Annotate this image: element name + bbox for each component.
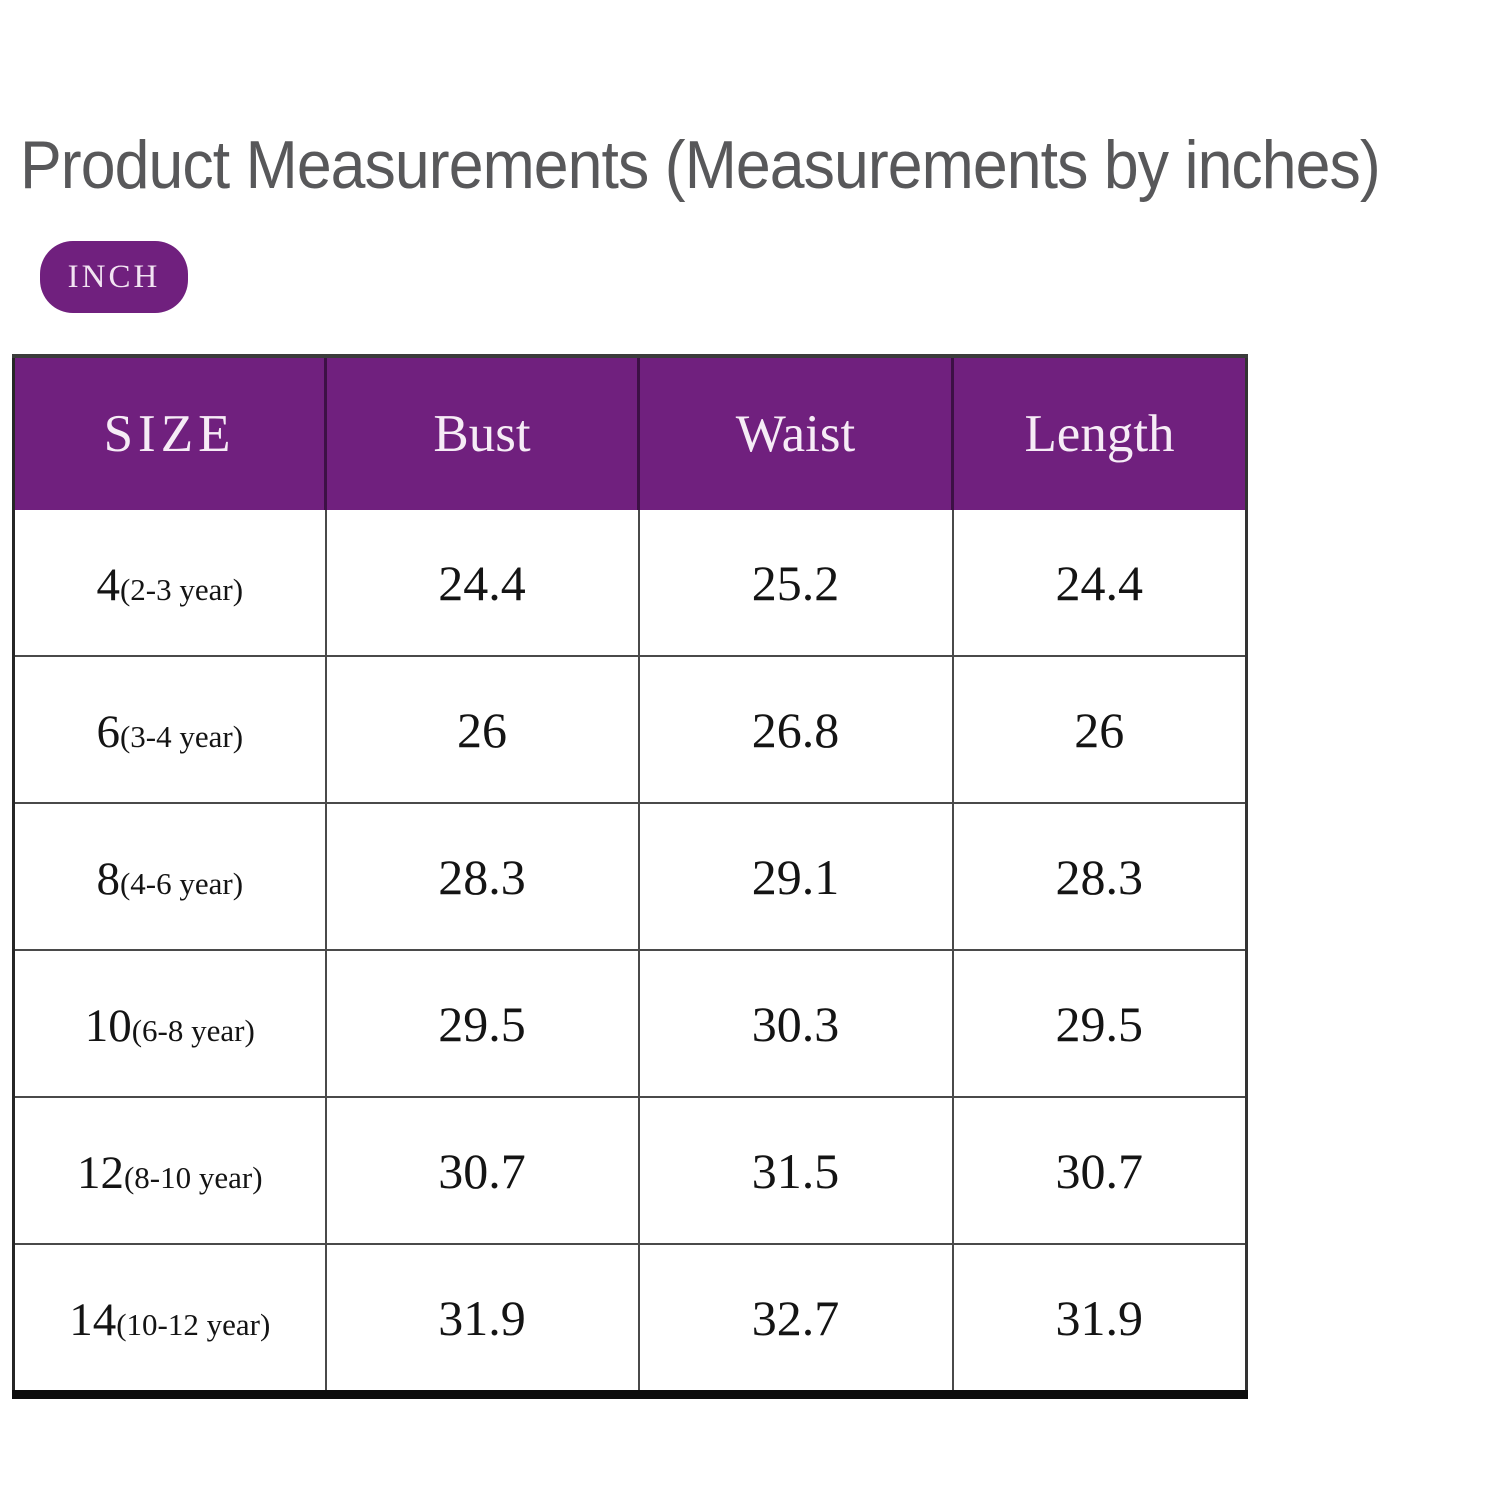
size-cell: 6(3-4 year) <box>13 655 326 803</box>
table-row: 14(10-12 year) 31.9 32.7 31.9 <box>13 1243 1247 1395</box>
bust-value: 29.5 <box>324 949 639 1097</box>
waist-value: 31.5 <box>637 1096 953 1244</box>
page-title: Product Measurements (Measurements by in… <box>20 127 1381 203</box>
waist-value: 25.2 <box>637 510 953 656</box>
waist-value: 26.8 <box>637 655 953 803</box>
length-value: 26 <box>951 655 1247 803</box>
size-cell: 12(8-10 year) <box>13 1096 326 1244</box>
size-age-range: (4-6 year) <box>119 865 244 901</box>
size-age-range: (3-4 year) <box>119 718 244 754</box>
waist-value: 32.7 <box>637 1243 953 1395</box>
size-age-range: (8-10 year) <box>123 1159 263 1195</box>
length-value: 28.3 <box>951 802 1247 950</box>
bust-value: 31.9 <box>324 1243 639 1395</box>
bust-value: 24.4 <box>324 510 639 656</box>
size-cell: 8(4-6 year) <box>13 802 326 950</box>
size-number: 14 <box>69 1293 117 1346</box>
col-header-bust: Bust <box>324 356 639 510</box>
length-value: 24.4 <box>951 510 1247 656</box>
table-row: 8(4-6 year) 28.3 29.1 28.3 <box>13 802 1247 950</box>
col-header-waist: Waist <box>637 356 953 510</box>
table-row: 4(2-3 year) 24.4 25.2 24.4 <box>13 510 1247 656</box>
col-header-length: Length <box>951 356 1247 510</box>
size-number: 12 <box>76 1146 124 1199</box>
table-row: 10(6-8 year) 29.5 30.3 29.5 <box>13 949 1247 1097</box>
bust-value: 28.3 <box>324 802 639 950</box>
inch-badge-label: INCH <box>67 258 161 295</box>
table-row: 12(8-10 year) 30.7 31.5 30.7 <box>13 1096 1247 1244</box>
measurements-table: SIZE Bust Waist Length 4(2-3 year) 24.4 … <box>12 354 1248 1399</box>
size-cell: 4(2-3 year) <box>13 510 326 656</box>
size-age-range: (2-3 year) <box>119 571 244 607</box>
col-header-size: SIZE <box>13 356 326 510</box>
table-row: 6(3-4 year) 26 26.8 26 <box>13 655 1247 803</box>
size-age-range: (6-8 year) <box>131 1012 255 1048</box>
size-number: 6 <box>96 705 120 758</box>
bust-value: 26 <box>324 655 639 803</box>
size-number: 8 <box>96 852 120 905</box>
inch-unit-badge: INCH <box>40 241 188 313</box>
length-value: 31.9 <box>951 1243 1247 1395</box>
size-cell: 10(6-8 year) <box>13 949 326 1097</box>
waist-value: 29.1 <box>637 802 953 950</box>
size-number: 4 <box>96 558 120 611</box>
length-value: 29.5 <box>951 949 1247 1097</box>
length-value: 30.7 <box>951 1096 1247 1244</box>
waist-value: 30.3 <box>637 949 953 1097</box>
size-number: 10 <box>84 999 132 1052</box>
bust-value: 30.7 <box>324 1096 639 1244</box>
header-row: SIZE Bust Waist Length <box>13 356 1247 510</box>
size-cell: 14(10-12 year) <box>13 1243 326 1395</box>
size-age-range: (10-12 year) <box>116 1306 271 1342</box>
